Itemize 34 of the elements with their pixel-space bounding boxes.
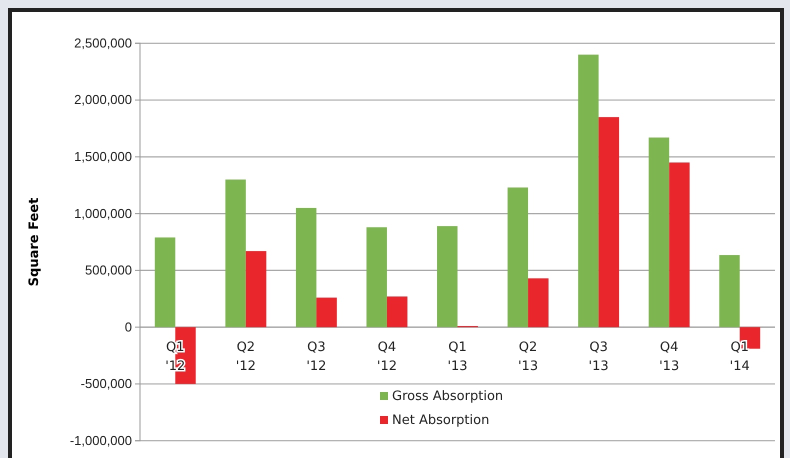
bar: [719, 255, 740, 328]
y-tick-label: -500,000: [80, 376, 132, 392]
bar: [316, 298, 337, 328]
bar: [386, 296, 408, 328]
bar: [669, 162, 690, 328]
y-tick-label: 500,000: [85, 262, 132, 278]
x-tick-label: Q2 '12: [236, 340, 256, 374]
legend-label: Net Absorption: [392, 413, 490, 428]
bar: [366, 227, 387, 328]
x-tick-label: Q4 '12: [376, 340, 398, 374]
y-tick-label: 1,500,000: [74, 149, 132, 164]
bar: [225, 180, 246, 328]
legend-label: Gross Absorption: [392, 389, 504, 404]
x-tick-label: Q1 '13: [447, 340, 468, 374]
bar: [528, 278, 549, 328]
y-tick-label: 2,000,000: [74, 92, 132, 108]
bar: [296, 208, 316, 328]
x-tick-label: Q2 '13: [518, 340, 538, 374]
x-tick-label: Q4 '13: [659, 340, 680, 374]
x-tick-label: Q3 '13: [588, 340, 609, 374]
y-tick-label: 1,000,000: [74, 206, 132, 221]
y-tick-label: -1,000,000: [70, 432, 132, 448]
bar: [246, 251, 266, 328]
y-tick-label: 0: [124, 319, 132, 334]
y-tick-label: 2,500,000: [74, 35, 132, 50]
bar: [648, 138, 670, 328]
bar: [578, 54, 599, 328]
x-tick-label: Q1 '14: [730, 340, 750, 374]
bar: [598, 117, 620, 328]
bar: [154, 237, 176, 328]
x-tick-label: Q3 '12: [306, 340, 326, 374]
y-axis-title: Square Feet: [27, 198, 42, 286]
bar: [437, 226, 458, 328]
bar: [508, 188, 528, 328]
